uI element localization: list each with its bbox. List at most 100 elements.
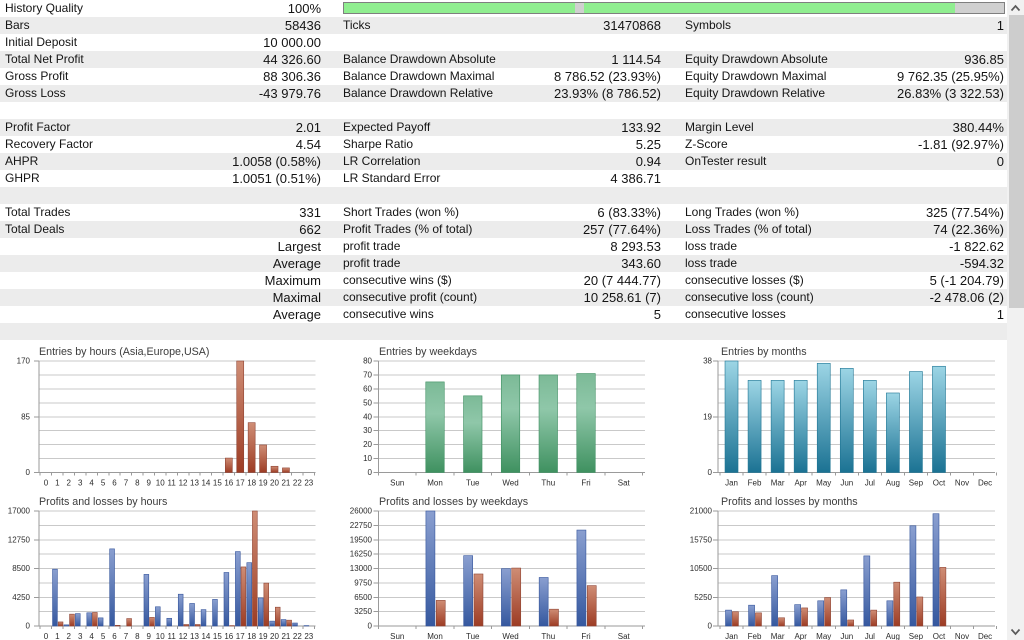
svg-text:16: 16 xyxy=(224,632,233,640)
svg-text:21: 21 xyxy=(281,632,290,640)
svg-text:0: 0 xyxy=(26,468,31,477)
svg-text:20: 20 xyxy=(270,479,279,488)
svg-text:3: 3 xyxy=(78,479,83,488)
svg-text:Feb: Feb xyxy=(748,479,762,488)
svg-text:0: 0 xyxy=(44,479,49,488)
svg-text:38: 38 xyxy=(703,357,712,366)
svg-text:21000: 21000 xyxy=(690,507,713,516)
svg-text:Jul: Jul xyxy=(865,632,875,640)
svg-text:Entries by hours (Asia,Europe,: Entries by hours (Asia,Europe,USA) xyxy=(39,346,209,358)
svg-text:Thu: Thu xyxy=(541,479,555,488)
svg-text:Tue: Tue xyxy=(466,479,480,488)
svg-text:23: 23 xyxy=(304,479,313,488)
svg-text:15: 15 xyxy=(213,632,222,640)
svg-text:8: 8 xyxy=(135,632,140,640)
svg-text:8500: 8500 xyxy=(12,564,30,573)
svg-text:Profits and losses by hours: Profits and losses by hours xyxy=(39,496,167,508)
svg-text:Jul: Jul xyxy=(865,479,875,488)
svg-text:26000: 26000 xyxy=(350,507,373,516)
svg-text:Nov: Nov xyxy=(955,632,969,640)
svg-text:22750: 22750 xyxy=(350,521,373,530)
svg-text:2: 2 xyxy=(67,479,72,488)
svg-text:21: 21 xyxy=(281,479,290,488)
svg-text:Sep: Sep xyxy=(909,632,924,640)
svg-text:Fri: Fri xyxy=(581,632,591,640)
svg-text:18: 18 xyxy=(247,479,256,488)
svg-text:Aug: Aug xyxy=(886,632,900,640)
svg-text:5: 5 xyxy=(101,479,106,488)
svg-text:10500: 10500 xyxy=(690,564,713,573)
svg-text:0: 0 xyxy=(368,622,373,631)
svg-text:Mon: Mon xyxy=(427,632,443,640)
svg-text:Wed: Wed xyxy=(502,479,518,488)
svg-text:19500: 19500 xyxy=(350,535,373,544)
svg-text:1: 1 xyxy=(55,632,60,640)
svg-text:30: 30 xyxy=(363,426,372,435)
svg-text:20: 20 xyxy=(363,440,372,449)
svg-text:9: 9 xyxy=(147,632,152,640)
svg-text:12: 12 xyxy=(179,632,188,640)
svg-text:3250: 3250 xyxy=(354,607,372,616)
svg-text:16250: 16250 xyxy=(350,550,373,559)
svg-text:Sat: Sat xyxy=(618,479,631,488)
svg-text:70: 70 xyxy=(363,370,372,379)
svg-text:5: 5 xyxy=(101,632,106,640)
svg-text:15: 15 xyxy=(213,479,222,488)
svg-text:Jun: Jun xyxy=(840,479,853,488)
svg-text:Feb: Feb xyxy=(748,632,762,640)
svg-text:11: 11 xyxy=(167,632,176,640)
svg-text:15750: 15750 xyxy=(690,535,713,544)
svg-text:Jan: Jan xyxy=(725,479,738,488)
svg-text:Sun: Sun xyxy=(390,479,404,488)
svg-text:4250: 4250 xyxy=(12,593,30,602)
svg-text:6: 6 xyxy=(112,632,117,640)
svg-text:17000: 17000 xyxy=(8,507,31,516)
svg-text:16: 16 xyxy=(224,479,233,488)
svg-text:40: 40 xyxy=(363,412,372,421)
svg-text:14: 14 xyxy=(201,632,210,640)
svg-text:Oct: Oct xyxy=(933,479,946,488)
svg-text:5250: 5250 xyxy=(694,593,712,602)
svg-text:22: 22 xyxy=(293,479,302,488)
svg-text:85: 85 xyxy=(21,412,30,421)
svg-text:Oct: Oct xyxy=(933,632,946,640)
svg-text:8: 8 xyxy=(135,479,140,488)
svg-text:10: 10 xyxy=(156,479,165,488)
svg-text:80: 80 xyxy=(363,357,372,366)
svg-text:Apr: Apr xyxy=(794,479,807,488)
svg-text:Tue: Tue xyxy=(466,632,480,640)
svg-text:Profits and losses by months: Profits and losses by months xyxy=(721,496,858,508)
svg-text:3: 3 xyxy=(78,632,83,640)
svg-text:12750: 12750 xyxy=(8,535,31,544)
svg-text:60: 60 xyxy=(363,384,372,393)
svg-text:Jun: Jun xyxy=(840,632,853,640)
svg-text:Fri: Fri xyxy=(581,479,591,488)
svg-text:10: 10 xyxy=(156,632,165,640)
svg-text:6500: 6500 xyxy=(354,593,372,602)
svg-text:0: 0 xyxy=(368,468,373,477)
svg-text:7: 7 xyxy=(124,632,129,640)
svg-text:18: 18 xyxy=(247,632,256,640)
svg-text:22: 22 xyxy=(293,632,302,640)
svg-text:1: 1 xyxy=(55,479,60,488)
svg-text:Mar: Mar xyxy=(771,479,785,488)
svg-text:14: 14 xyxy=(201,479,210,488)
svg-text:17: 17 xyxy=(236,479,245,488)
svg-text:13: 13 xyxy=(190,479,199,488)
svg-text:0: 0 xyxy=(708,622,713,631)
svg-text:4: 4 xyxy=(89,479,94,488)
svg-text:19: 19 xyxy=(259,632,268,640)
svg-text:12: 12 xyxy=(179,479,188,488)
svg-text:Sep: Sep xyxy=(909,479,924,488)
svg-text:19: 19 xyxy=(703,412,712,421)
svg-text:9750: 9750 xyxy=(354,578,372,587)
svg-text:Entries by months: Entries by months xyxy=(721,346,807,358)
svg-text:Apr: Apr xyxy=(794,632,807,640)
svg-text:10: 10 xyxy=(363,454,372,463)
svg-text:7: 7 xyxy=(124,479,129,488)
svg-text:Mar: Mar xyxy=(771,632,785,640)
svg-text:Sun: Sun xyxy=(390,632,404,640)
svg-text:Profits and losses by weekdays: Profits and losses by weekdays xyxy=(379,496,528,508)
svg-text:Thu: Thu xyxy=(541,632,555,640)
svg-text:May: May xyxy=(816,632,831,640)
